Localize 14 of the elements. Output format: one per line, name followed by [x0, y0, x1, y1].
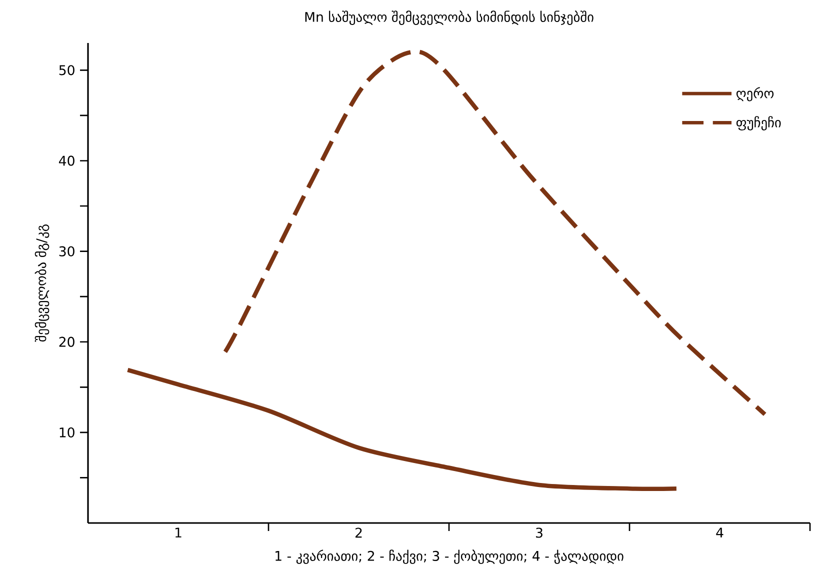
legend-label: ფუჩეჩი: [736, 116, 781, 130]
y-tick-label: 50: [59, 65, 74, 76]
y-tick-label: 10: [60, 427, 74, 438]
y-tick-label: 40: [58, 156, 74, 166]
x-tick-label: 1: [175, 528, 182, 538]
y-axis-title: შემცველობა მგ/კგ: [34, 224, 50, 342]
x-tick-label: 4: [716, 528, 724, 538]
x-tick-label: 2: [355, 528, 362, 538]
x-tick-label: 3: [536, 528, 542, 538]
legend-label: ღერო: [736, 87, 774, 102]
y-tick-label: 20: [59, 336, 74, 347]
chart-title: Mn საშუალო შემცველობა სიმინდის სინჯებში: [305, 10, 594, 25]
x-axis-title: 1 - კვარიათი; 2 - ჩაქვი; 3 - ქობულეთი; 4 - ჭალადიდი: [276, 550, 624, 564]
y-tick-label: 30: [59, 246, 74, 256]
